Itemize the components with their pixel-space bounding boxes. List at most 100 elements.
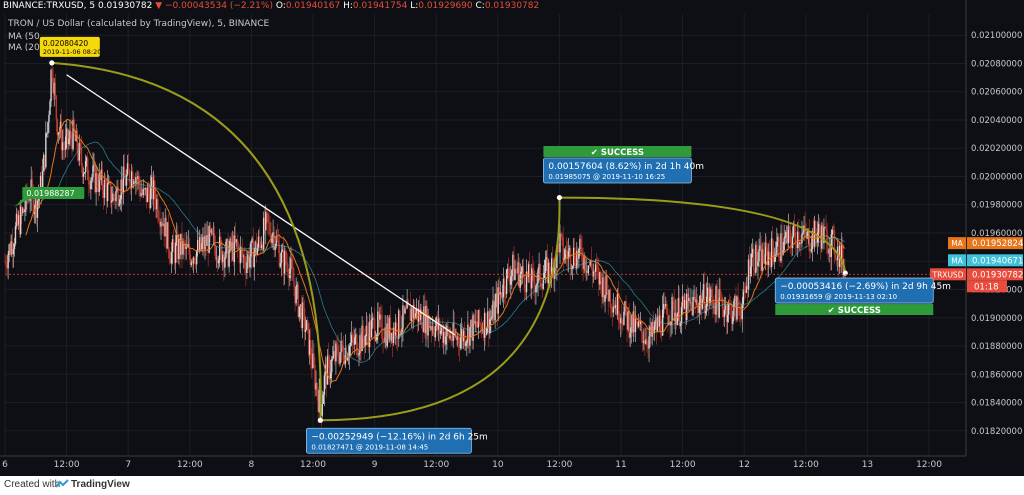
- candle-body: [716, 286, 718, 302]
- candle-body: [655, 319, 658, 332]
- candle-body: [40, 175, 43, 196]
- candle-body: [231, 242, 233, 251]
- candle-body: [274, 246, 276, 251]
- candle-body: [791, 236, 794, 249]
- candle-body: [749, 266, 752, 277]
- candle-body: [798, 231, 800, 245]
- candle-body: [410, 308, 413, 321]
- candle-body: [188, 244, 191, 255]
- candle-body: [177, 235, 179, 259]
- candle-body: [667, 314, 669, 325]
- candle-body: [358, 353, 360, 356]
- candle-body: [723, 309, 726, 318]
- candle-body: [513, 254, 515, 280]
- candle-body: [462, 330, 465, 342]
- candle-body: [445, 336, 447, 345]
- candle-body: [688, 298, 690, 302]
- candle-body: [50, 69, 52, 102]
- candle-body: [333, 351, 335, 357]
- candle-body: [461, 328, 464, 342]
- candle-body: [574, 247, 576, 264]
- candle-body: [698, 302, 701, 313]
- candle-body: [717, 301, 719, 318]
- candle-body: [80, 148, 83, 166]
- candle-body: [132, 171, 134, 185]
- candle-body: [388, 317, 391, 339]
- candle-body: [672, 297, 674, 302]
- symbol-header: BINANCE:TRXUSD, 5 0.01930782 ▼ −0.000435…: [3, 1, 539, 11]
- candle-body: [447, 325, 449, 331]
- candle-body: [446, 325, 448, 337]
- candle-body: [331, 359, 333, 373]
- candle-body: [296, 284, 298, 287]
- candle-body: [539, 263, 541, 285]
- candle-body: [65, 136, 67, 150]
- candle-body: [525, 271, 528, 293]
- candle-body: [110, 181, 112, 203]
- candle-body: [424, 306, 426, 334]
- candle-body: [532, 268, 534, 271]
- candle-body: [303, 308, 306, 332]
- tradingview-logo-icon[interactable]: [55, 479, 69, 492]
- candle-body: [265, 211, 267, 231]
- candle-body: [556, 245, 558, 268]
- candle-body: [14, 226, 17, 244]
- candle-body: [16, 213, 19, 225]
- candle-body: [293, 280, 295, 287]
- candle-body: [686, 293, 688, 321]
- candle-body: [369, 321, 372, 338]
- ma-line-orange: [25, 118, 846, 382]
- candle-body: [697, 307, 699, 313]
- candle-body: [77, 152, 80, 161]
- price-tag-label: MA: [951, 256, 963, 265]
- candle-body: [215, 258, 218, 259]
- candle-body: [677, 297, 680, 314]
- success-badge-end-text: ✔ SUCCESS: [828, 306, 881, 316]
- candle-body: [119, 199, 121, 204]
- candle-body: [317, 394, 319, 412]
- ma-legend-50[interactable]: MA (50: [8, 32, 40, 42]
- candle-body: [43, 154, 45, 171]
- candle-body: [255, 241, 258, 256]
- candle-body: [207, 235, 209, 253]
- candle-body: [793, 225, 796, 232]
- candle-body: [430, 326, 432, 331]
- candle-body: [325, 364, 328, 385]
- candle-body: [756, 244, 758, 267]
- candle-body: [386, 323, 388, 347]
- candle-body: [648, 336, 650, 349]
- candle-body: [376, 334, 378, 340]
- candle-body: [380, 314, 382, 316]
- candle-body: [637, 321, 640, 327]
- candle-body: [666, 303, 668, 315]
- candle-body: [300, 304, 303, 329]
- chart-area[interactable]: 0.02100000 0.02080000 0.02060000 0.02040000…: [0, 0, 1024, 476]
- candle-body: [643, 340, 645, 344]
- trend-anchor-point: [49, 60, 55, 66]
- candle-body: [758, 249, 760, 262]
- candle-body: [689, 298, 691, 303]
- candle-body: [204, 235, 206, 250]
- tradingview-brand[interactable]: TradingView: [71, 479, 130, 490]
- candle-body: [579, 239, 581, 249]
- candle-body: [167, 222, 170, 251]
- candle-body: [29, 198, 31, 201]
- candle-body: [102, 190, 105, 198]
- candle-body: [493, 300, 495, 321]
- candle-body: [735, 295, 737, 320]
- price-chart[interactable]: 0.02100000 0.02080000 0.02060000 0.02040000…: [0, 0, 1024, 476]
- candle-body: [439, 330, 442, 334]
- moving-averages: [25, 118, 846, 382]
- candle-body: [294, 286, 296, 304]
- success-badge-rise-text: ✔ SUCCESS: [591, 148, 644, 158]
- candle-body: [392, 327, 395, 344]
- candle-body: [634, 318, 637, 332]
- open-value: 0.01940167: [285, 1, 341, 11]
- candle-body: [4, 261, 6, 262]
- candle-body: [457, 336, 460, 344]
- candle-body: [543, 272, 546, 279]
- candle-body: [534, 282, 536, 293]
- ma-legend-20[interactable]: MA (20: [8, 43, 40, 53]
- candle-body: [538, 263, 540, 270]
- time-axis: 6 12:00 7 12:00 8 12:00 9 12:00 10 12:00 11 12:00 12…: [0, 455, 966, 470]
